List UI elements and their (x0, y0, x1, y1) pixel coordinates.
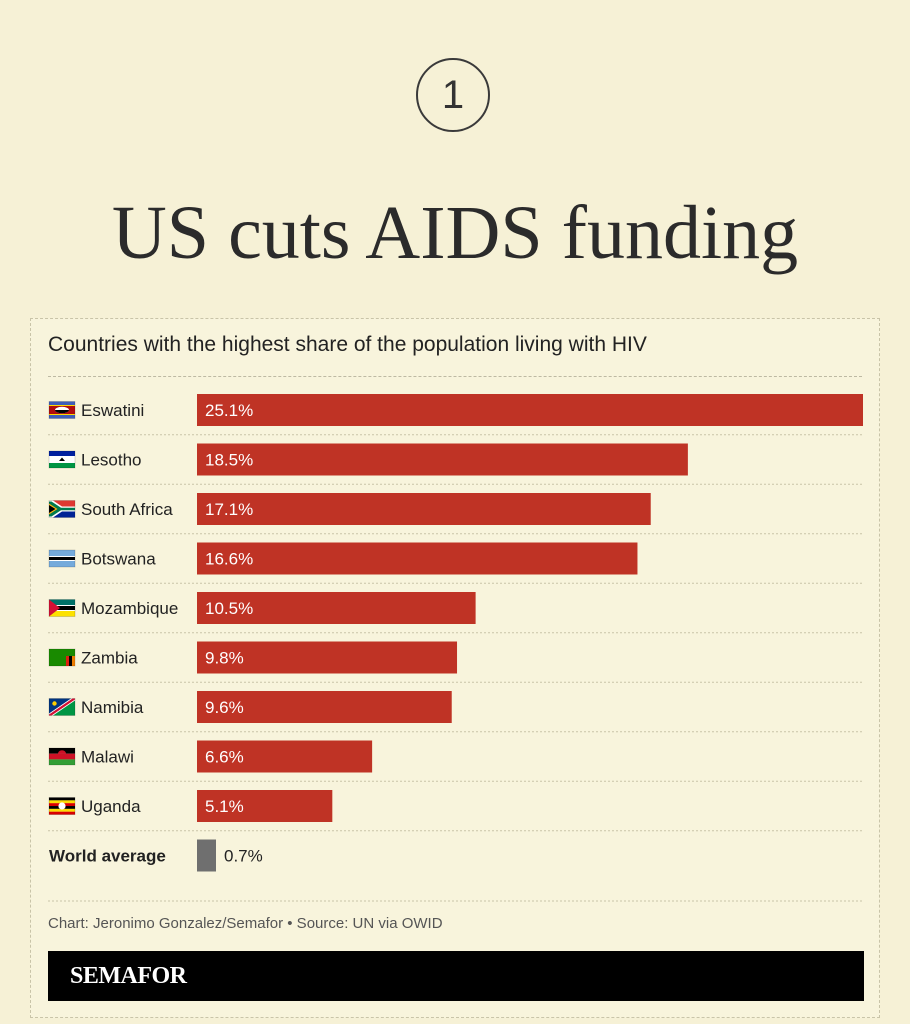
bar-row: World average 0.7% (49, 839, 263, 872)
bar (197, 740, 373, 773)
brand-footer: SEMAFOR (48, 951, 864, 1001)
value-label: 6.6% (205, 748, 244, 767)
value-label: 9.6% (205, 698, 244, 717)
bar-row: Zambia 9.8% (48, 641, 864, 683)
bar (197, 592, 476, 624)
category-label: Botswana (81, 550, 156, 569)
bar (197, 641, 458, 674)
semafor-logo: SEMAFOR (70, 963, 187, 989)
eswatini-flag-icon (48, 401, 76, 419)
lesotho-flag-icon (48, 450, 76, 469)
south-africa-flag-icon (48, 500, 76, 518)
bar-row: Uganda 5.1% (48, 790, 864, 832)
mozambique-flag-icon (48, 599, 76, 617)
botswana-flag-icon (48, 549, 76, 568)
bar-row: Mozambique 10.5% (48, 592, 864, 634)
bar-row: Lesotho 18.5% (48, 443, 864, 485)
chart-source: Chart: Jeronimo Gonzalez/Semafor • Sourc… (48, 915, 443, 932)
bar-row: Botswana 16.6% (48, 542, 864, 584)
bar (197, 542, 638, 575)
value-label: 16.6% (205, 550, 253, 569)
bar (197, 691, 452, 723)
bar (197, 394, 863, 426)
category-label: Namibia (81, 698, 144, 717)
bar-row: Eswatini 25.1% (48, 394, 864, 436)
zambia-flag-icon (48, 648, 76, 667)
namibia-flag-icon (48, 698, 76, 716)
story-number-badge: 1 (416, 58, 490, 132)
value-label: 25.1% (205, 401, 253, 420)
bar (197, 493, 651, 525)
chart-title: Countries with the highest share of the … (48, 333, 647, 356)
category-label: Mozambique (81, 599, 178, 618)
value-label: 17.1% (205, 500, 253, 519)
category-label: Uganda (81, 797, 141, 816)
uganda-flag-icon (48, 797, 76, 815)
value-label: 5.1% (205, 797, 244, 816)
bar-row: Malawi 6.6% (48, 740, 864, 782)
category-label: Lesotho (81, 451, 142, 470)
category-label: Malawi (81, 748, 134, 767)
category-label: Zambia (81, 649, 138, 668)
bar (197, 443, 688, 476)
category-label: Eswatini (81, 401, 144, 420)
category-label: World average (49, 847, 166, 866)
headline: US cuts AIDS funding (111, 191, 799, 275)
malawi-flag-icon (48, 747, 76, 766)
value-label: 10.5% (205, 599, 253, 618)
value-label: 9.8% (205, 649, 244, 668)
category-label: South Africa (81, 500, 173, 519)
bar-row: Namibia 9.6% (48, 691, 864, 733)
chart-card: Countries with the highest share of the … (30, 318, 880, 1018)
bar (197, 790, 333, 822)
bar-row: South Africa 17.1% (48, 493, 864, 535)
bar-chart: Eswatini 25.1% Lesotho 18.5% South Africa 17.… (48, 394, 864, 902)
average-bar (197, 839, 216, 872)
story-number: 1 (441, 72, 465, 117)
value-label: 0.7% (224, 847, 263, 866)
value-label: 18.5% (205, 451, 253, 470)
title-divider (48, 376, 862, 377)
